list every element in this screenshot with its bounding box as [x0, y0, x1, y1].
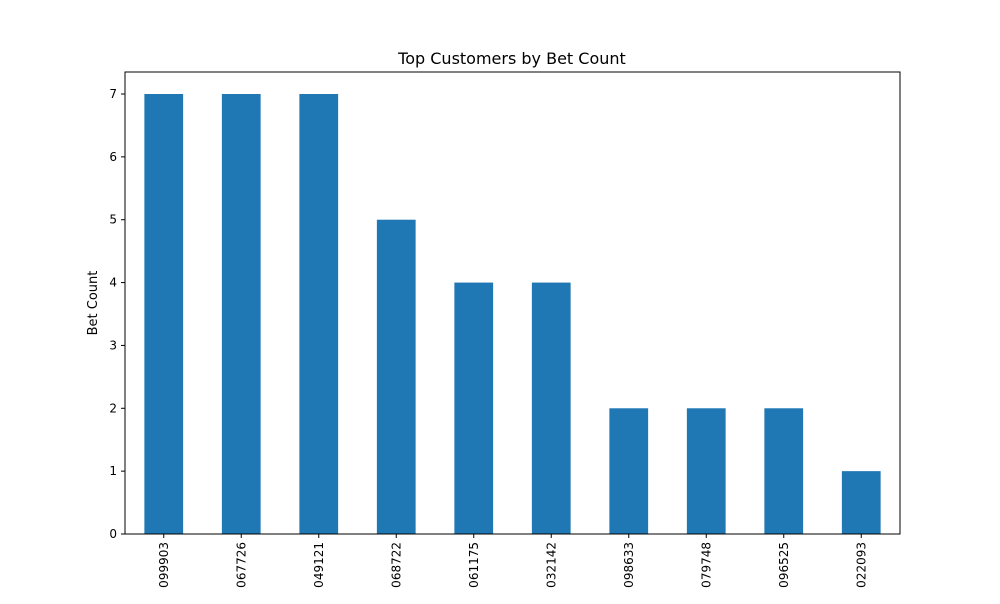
y-tick-label: 4: [109, 276, 117, 290]
y-tick-label: 0: [109, 527, 117, 541]
bar-032142: [531, 282, 571, 534]
y-tick-label: 5: [109, 213, 117, 227]
x-tick-label: 067726: [234, 542, 248, 588]
bar-061175: [454, 282, 494, 534]
x-tick-label: 098633: [622, 542, 636, 588]
y-tick-label: 3: [109, 338, 117, 352]
bar-022093: [841, 471, 881, 534]
y-tick-label: 2: [109, 401, 117, 415]
y-axis-ticks: 0 1 2 3 4 5 6 7: [109, 87, 125, 541]
bar-098633: [609, 408, 649, 534]
x-tick-label: 049121: [312, 542, 326, 588]
y-tick-label: 1: [109, 464, 117, 478]
y-tick-label: 7: [109, 87, 117, 101]
x-tick-label: 032142: [544, 542, 558, 588]
x-tick-label: 061175: [467, 542, 481, 588]
bar-049121: [299, 94, 339, 534]
x-tick-label: 068722: [389, 542, 403, 588]
bar-096525: [764, 408, 804, 534]
bar-079748: [686, 408, 726, 534]
x-axis-ticks: 099903 067726 049121 068722 061175 032142 0986…: [157, 534, 868, 588]
y-axis-label: Bet Count: [86, 271, 101, 336]
bar-067726: [221, 94, 261, 534]
x-tick-label: 022093: [854, 542, 868, 588]
bar-068722: [376, 219, 416, 534]
x-tick-label: 079748: [699, 542, 713, 588]
y-tick-label: 6: [109, 150, 117, 164]
x-tick-label: 096525: [777, 542, 791, 588]
plot-frame: [124, 71, 901, 535]
x-tick-label: 099903: [157, 542, 171, 588]
chart-title: Top Customers by Bet Count: [397, 49, 626, 68]
bars-layer: [144, 94, 881, 534]
bar-099903: [144, 94, 184, 534]
